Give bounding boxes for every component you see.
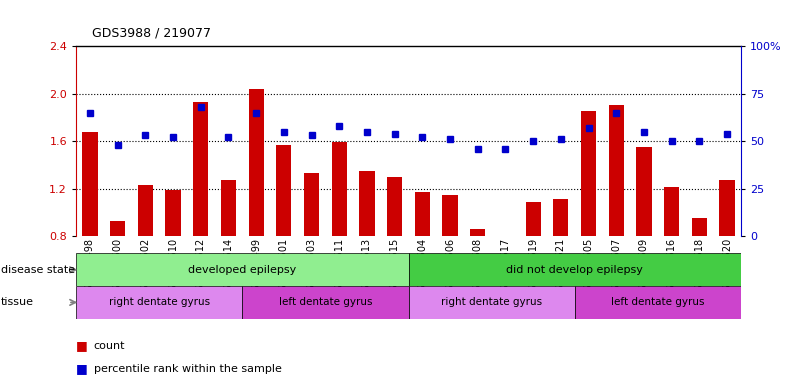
Bar bbox=[193, 102, 208, 236]
Bar bbox=[83, 132, 98, 236]
Bar bbox=[221, 180, 236, 236]
Bar bbox=[138, 185, 153, 236]
Text: did not develop epilepsy: did not develop epilepsy bbox=[506, 265, 643, 275]
Bar bbox=[581, 111, 596, 236]
Bar bbox=[575, 286, 741, 319]
Bar bbox=[664, 187, 679, 236]
Text: GDS3988 / 219077: GDS3988 / 219077 bbox=[92, 26, 211, 40]
Text: right dentate gyrus: right dentate gyrus bbox=[441, 297, 542, 308]
Text: count: count bbox=[94, 341, 125, 351]
Bar bbox=[110, 221, 125, 236]
Bar bbox=[442, 195, 457, 236]
Bar bbox=[470, 229, 485, 236]
Bar bbox=[609, 106, 624, 236]
Bar bbox=[409, 286, 575, 319]
Bar bbox=[415, 192, 430, 236]
Bar bbox=[76, 286, 242, 319]
Bar bbox=[636, 147, 651, 236]
Text: developed epilepsy: developed epilepsy bbox=[188, 265, 296, 275]
Bar bbox=[332, 142, 347, 236]
Bar bbox=[387, 177, 402, 236]
Bar bbox=[242, 286, 409, 319]
Bar bbox=[248, 89, 264, 236]
Bar bbox=[304, 173, 319, 236]
Text: left dentate gyrus: left dentate gyrus bbox=[611, 297, 705, 308]
Bar bbox=[76, 253, 409, 286]
Bar bbox=[719, 180, 735, 236]
Bar bbox=[409, 253, 741, 286]
Bar bbox=[692, 218, 707, 236]
Text: percentile rank within the sample: percentile rank within the sample bbox=[94, 364, 282, 374]
Text: left dentate gyrus: left dentate gyrus bbox=[279, 297, 372, 308]
Bar bbox=[360, 171, 375, 236]
Text: right dentate gyrus: right dentate gyrus bbox=[109, 297, 210, 308]
Bar bbox=[553, 199, 569, 236]
Bar bbox=[166, 190, 181, 236]
Text: ■: ■ bbox=[76, 339, 88, 352]
Text: ■: ■ bbox=[76, 362, 88, 375]
Bar bbox=[525, 202, 541, 236]
Text: tissue: tissue bbox=[1, 297, 34, 308]
Bar bbox=[276, 145, 292, 236]
Text: disease state: disease state bbox=[1, 265, 75, 275]
